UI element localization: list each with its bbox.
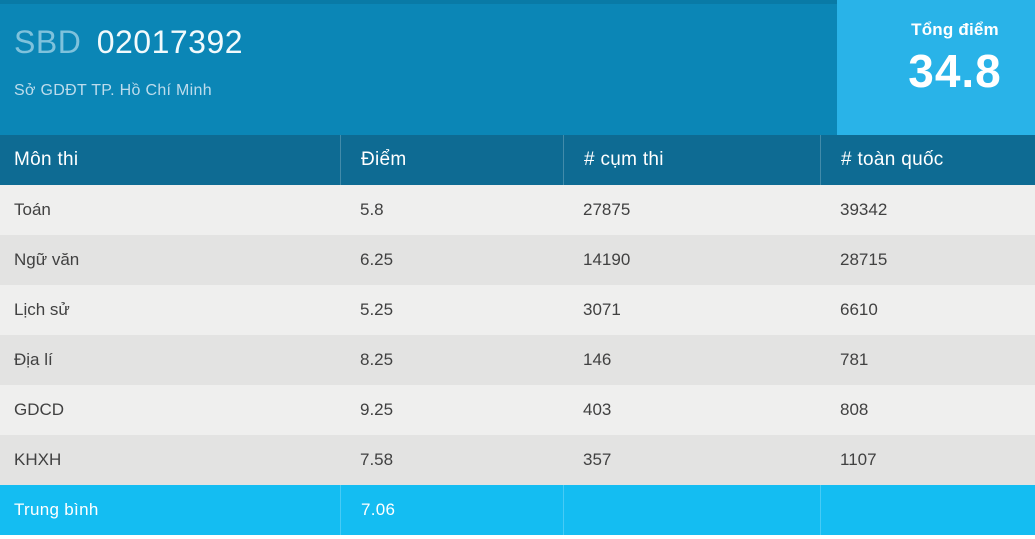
national-rank-cell: 1107: [840, 450, 877, 469]
subject-cell: Địa lí: [14, 350, 53, 369]
national-rank-cell: 28715: [840, 250, 888, 269]
table-header-row: Môn thi Điểm # cụm thi # toàn quốc: [0, 135, 1035, 185]
national-rank-cell: 808: [840, 400, 869, 419]
score-cell: 5.25: [360, 300, 394, 319]
table-row-gdcd: GDCD 9.25 403 808: [0, 385, 1035, 435]
scores-table: Môn thi Điểm # cụm thi # toàn quốc Toán …: [0, 135, 1035, 535]
bottom-spacer: [0, 535, 1035, 539]
national-rank-cell: 39342: [840, 200, 888, 219]
total-score-box: Tổng điểm 34.8: [837, 0, 1035, 135]
cluster-rank-cell: 146: [583, 350, 612, 369]
column-header-national-rank: # toàn quốc: [820, 135, 1035, 185]
candidate-number-line: SBD 02017392: [14, 24, 243, 61]
score-cell: 7.58: [360, 450, 394, 469]
summary-national-rank-cell: [820, 485, 1035, 535]
table-row-dia-li: Địa lí 8.25 146 781: [0, 335, 1035, 385]
cluster-rank-cell: 27875: [583, 200, 631, 219]
table-row-khxh: KHXH 7.58 357 1107: [0, 435, 1035, 485]
score-cell: 9.25: [360, 400, 394, 419]
average-summary-row: Trung bình 7.06: [0, 485, 1035, 535]
subject-cell: KHXH: [14, 450, 62, 469]
cluster-rank-cell: 3071: [583, 300, 621, 319]
cluster-rank-cell: 357: [583, 450, 612, 469]
national-rank-cell: 6610: [840, 300, 878, 319]
department-name: Sở GDĐT TP. Hồ Chí Minh: [14, 82, 212, 99]
table-row-toan: Toán 5.8 27875 39342: [0, 185, 1035, 235]
total-score-label: Tổng điểm: [911, 20, 999, 39]
column-header-subject: Môn thi: [14, 149, 79, 170]
table-row-ngu-van: Ngữ văn 6.25 14190 28715: [0, 235, 1035, 285]
subject-cell: GDCD: [14, 400, 65, 419]
summary-label: Trung bình: [14, 500, 99, 519]
result-header: SBD 02017392 Sở GDĐT TP. Hồ Chí Minh Tổn…: [0, 0, 1035, 135]
table-row-lich-su: Lịch sử 5.25 3071 6610: [0, 285, 1035, 335]
subject-cell: Toán: [14, 200, 51, 219]
cluster-rank-cell: 14190: [583, 250, 631, 269]
total-score-value: 34.8: [908, 45, 1002, 97]
score-cell: 6.25: [360, 250, 394, 269]
sbd-label: SBD: [14, 24, 82, 60]
sbd-number: 02017392: [96, 24, 244, 60]
score-cell: 5.8: [360, 200, 384, 219]
subject-cell: Ngữ văn: [14, 250, 80, 269]
score-cell: 8.25: [360, 350, 394, 369]
summary-cluster-rank-cell: [563, 485, 820, 535]
cluster-rank-cell: 403: [583, 400, 612, 419]
national-rank-cell: 781: [840, 350, 869, 369]
subject-cell: Lịch sử: [14, 300, 70, 319]
summary-score-cell: 7.06: [340, 485, 563, 535]
column-header-score: Điểm: [340, 135, 563, 185]
column-header-cluster-rank: # cụm thi: [563, 135, 820, 185]
